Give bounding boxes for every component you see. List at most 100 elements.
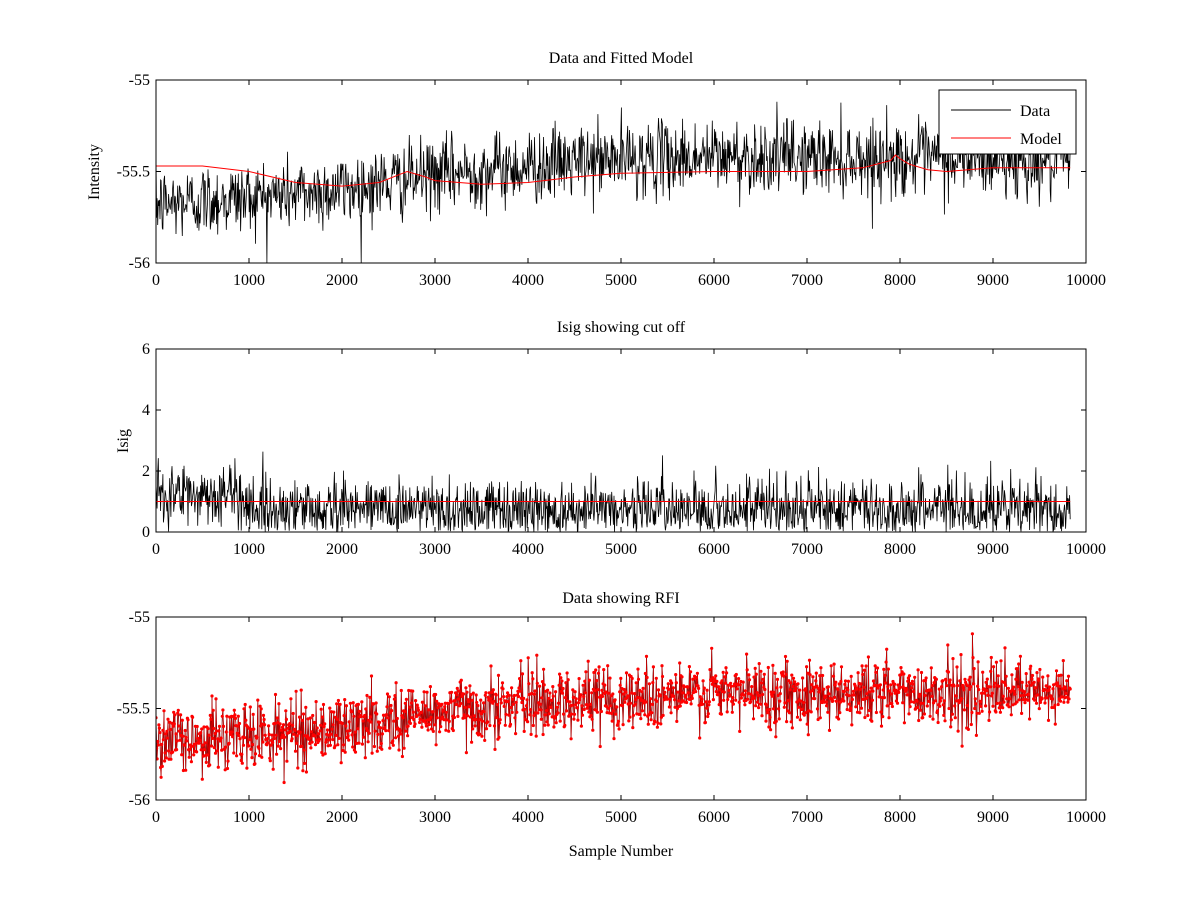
rfi-point: [884, 660, 888, 664]
rfi-point: [392, 719, 396, 723]
rfi-point: [217, 729, 221, 733]
x-tick-label: 4000: [512, 272, 544, 289]
rfi-point: [889, 692, 893, 696]
rfi-point: [717, 685, 721, 689]
rfi-point: [284, 709, 288, 713]
rfi-point: [237, 733, 241, 738]
rfi-point: [714, 690, 718, 694]
rfi-point: [296, 766, 300, 770]
rfi-point: [308, 716, 312, 720]
rfi-point: [618, 683, 622, 687]
rfi-point: [973, 706, 977, 711]
rfi-point: [716, 693, 720, 697]
rfi-point: [681, 691, 685, 695]
rfi-point: [548, 691, 552, 695]
rfi-point: [301, 712, 306, 716]
rfi-point: [813, 697, 817, 701]
rfi-point: [802, 713, 806, 717]
rfi-point: [594, 668, 598, 672]
rfi-point: [1001, 706, 1005, 710]
rfi-point: [377, 720, 382, 725]
rfi-point: [197, 741, 201, 745]
rfi-point: [183, 728, 187, 733]
rfi-point: [331, 738, 335, 742]
rfi-point: [439, 725, 443, 729]
rfi-point: [546, 688, 550, 692]
rfi-point: [176, 708, 180, 712]
rfi-point: [257, 746, 261, 750]
rfi-point: [643, 713, 647, 717]
x-tick-label: 1000: [233, 272, 265, 289]
rfi-point: [843, 679, 848, 683]
rfi-point: [720, 679, 724, 683]
rfi-point: [191, 715, 195, 719]
rfi-point: [919, 701, 923, 705]
rfi-point: [655, 699, 659, 704]
rfi-point: [274, 733, 278, 737]
rfi-point: [977, 688, 981, 692]
rfi-point: [1026, 692, 1031, 697]
rfi-point: [1050, 705, 1054, 710]
rfi-point: [912, 700, 916, 704]
rfi-point: [741, 680, 745, 684]
rfi-point: [372, 744, 376, 749]
rfi-point: [753, 696, 757, 700]
rfi-point: [845, 707, 849, 712]
rfi-point: [1054, 669, 1059, 673]
rfi-point: [581, 683, 585, 687]
rfi-point: [498, 718, 502, 722]
rfi-point: [930, 694, 934, 698]
rfi-point: [391, 739, 395, 743]
rfi-point: [665, 697, 669, 701]
rfi-point: [575, 706, 580, 710]
rfi-point: [248, 738, 252, 742]
rfi-point: [980, 691, 984, 695]
rfi-point: [353, 750, 358, 754]
rfi-point: [320, 750, 324, 755]
rfi-point: [815, 684, 819, 688]
rfi-point: [723, 675, 727, 679]
rfi-point: [945, 684, 949, 688]
rfi-point: [765, 703, 769, 707]
rfi-point: [1019, 694, 1023, 698]
rfi-point: [651, 665, 656, 669]
rfi-point: [658, 694, 662, 698]
rfi-point: [761, 677, 765, 682]
rfi-point: [272, 736, 276, 741]
rfi-point: [606, 664, 610, 668]
rfi-point: [1028, 667, 1032, 671]
rfi-point: [571, 688, 575, 692]
rfi-point: [559, 676, 563, 680]
rfi-point: [731, 702, 736, 706]
rfi-point: [834, 699, 839, 703]
rfi-point: [313, 743, 318, 747]
rfi-point: [276, 744, 280, 748]
rfi-point: [522, 696, 526, 701]
rfi-point: [203, 748, 207, 752]
rfi-point: [1036, 693, 1040, 697]
rfi-point: [836, 687, 840, 692]
rfi-point: [714, 674, 718, 678]
rfi-point: [494, 693, 498, 697]
rfi-point: [870, 719, 874, 723]
rfi-point: [763, 687, 767, 692]
rfi-point: [882, 696, 887, 700]
rfi-point: [770, 694, 774, 698]
rfi-point: [572, 712, 577, 716]
rfi-point: [201, 743, 205, 747]
rfi-point: [179, 713, 183, 717]
rfi-point: [968, 687, 972, 691]
rfi-point: [754, 704, 758, 708]
rfi-point: [1027, 680, 1031, 684]
rfi-point: [492, 724, 497, 728]
rfi-point: [529, 732, 533, 737]
rfi-point: [309, 730, 314, 734]
rfi-point: [422, 690, 426, 694]
rfi-point: [1026, 698, 1030, 702]
rfi-point: [640, 690, 644, 694]
rfi-point: [943, 719, 947, 723]
rfi-point: [480, 719, 485, 723]
rfi-point: [451, 728, 455, 733]
rfi-point: [911, 689, 916, 694]
rfi-point: [759, 669, 763, 673]
